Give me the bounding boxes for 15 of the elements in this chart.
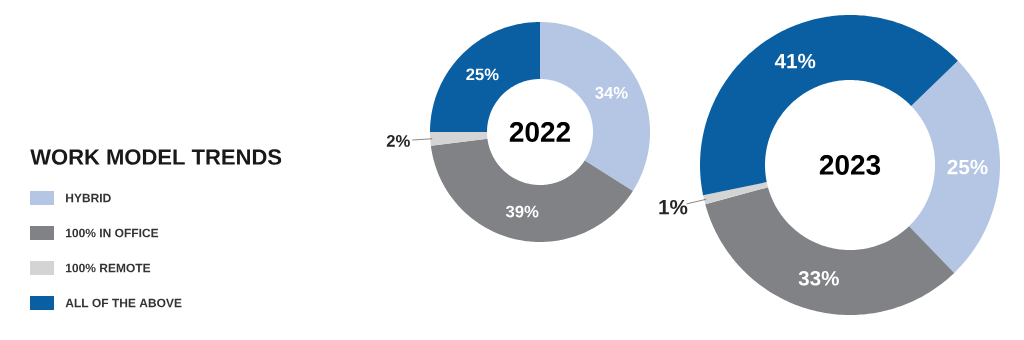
legend-title: WORK MODEL TRENDS <box>30 149 282 165</box>
data-label: 33% <box>798 270 839 286</box>
legend-label: ALL OF THE ABOVE <box>65 298 182 308</box>
legend-label: HYBRID <box>66 193 111 203</box>
data-label: 2% <box>386 135 410 147</box>
legend-label: 100% IN OFFICE <box>66 228 159 238</box>
legend-label: 100% REMOTE <box>66 263 151 273</box>
data-label: 25% <box>947 159 988 175</box>
text: 2023 <box>819 155 881 175</box>
data-label: 25% <box>466 68 499 81</box>
data-label: 34% <box>595 86 628 99</box>
data-label: 1% <box>659 199 688 215</box>
text: 2022 <box>509 122 571 142</box>
data-label: 39% <box>505 205 539 218</box>
data-label: 41% <box>774 53 816 69</box>
